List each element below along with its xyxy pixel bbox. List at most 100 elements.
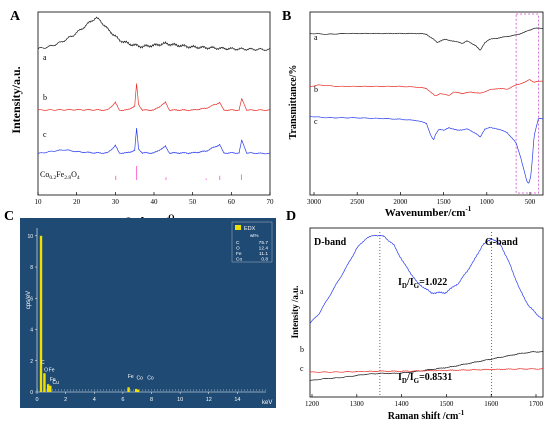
ftir-highlight-box	[515, 13, 539, 194]
legend-rows: C 75.7 O 12.4 Fe 11.1 Co 0.8	[236, 240, 268, 263]
x-tick-label: 50	[189, 198, 197, 206]
panel-b-x-ticks: 3000 2500 2000 1500 1000 500	[307, 192, 536, 206]
panel-letter-d: D	[286, 209, 296, 224]
legend-swatch	[235, 225, 241, 230]
edx-x-tick-label: 6	[121, 397, 124, 403]
ftir-trace-label-a: a	[314, 33, 318, 42]
panel-a-y-axis-label: Intensity/a.u.	[9, 66, 23, 133]
edx-x-tick-label: 14	[234, 397, 240, 403]
panel-d-x-ticks: 1200 1300 1400 1500 1600 1700	[305, 394, 544, 408]
x-tick-label: 60	[228, 198, 236, 206]
panel-d-axes-frame	[309, 227, 544, 398]
xrd-trace-label-a: a	[43, 53, 47, 62]
raman-trace-b	[309, 351, 544, 381]
panel-c-y-axis-label: cps/eV	[26, 291, 32, 309]
panel-b-axes-frame	[309, 11, 544, 196]
edx-x-tick-label: 0	[35, 397, 38, 403]
x-tick-label: 30	[112, 198, 120, 206]
panel-c-composition-legend: EDX wt% C 75.7 O 12.4 Fe 11.1 Co 0.8	[231, 221, 273, 263]
panel-d-x-axis-label: Raman shift /cm-1	[388, 409, 465, 422]
xrd-trace-label-b: b	[43, 93, 47, 102]
legend-value: 11.1	[259, 251, 268, 257]
xrd-trace-b	[37, 83, 271, 112]
raman-trace-label-c: c	[300, 364, 304, 373]
legend-element: C	[236, 240, 240, 246]
panel-b-y-axis-label: Transmittance/%	[288, 65, 299, 140]
edx-peak-label: C	[41, 360, 45, 366]
ratio-label-c: ID/IG=0.8531	[398, 372, 452, 385]
raman-trace-c	[309, 368, 544, 373]
edx-peak	[136, 389, 140, 392]
edx-peak	[134, 388, 138, 392]
x-tick-label: 40	[151, 198, 159, 206]
x-tick-label: 2500	[350, 198, 365, 206]
legend-value: 75.7	[259, 240, 269, 246]
edx-x-tick-label: 4	[93, 397, 96, 403]
d-band-label: D-band	[314, 237, 347, 248]
edx-y-tick-label: 0	[30, 390, 33, 396]
edx-peak	[127, 387, 130, 392]
legend-element: Co	[236, 257, 242, 263]
edx-peak	[39, 235, 43, 392]
edx-peak	[43, 373, 46, 392]
x-tick-label: 1700	[529, 400, 544, 408]
ftir-trace-a	[309, 27, 544, 51]
legend-element: Fe	[236, 251, 242, 257]
x-tick-label: 500	[525, 198, 536, 206]
x-tick-label: 1500	[437, 198, 452, 206]
edx-y-tick-label: 4	[30, 328, 33, 334]
x-tick-label: 70	[267, 198, 275, 206]
x-tick-label: 1200	[305, 400, 320, 408]
ratio-label-a: ID/IG=1.022	[398, 277, 447, 290]
xrd-trace-c	[37, 127, 271, 155]
panel-b-x-axis-label: Wavenumber/cm-1	[385, 205, 472, 219]
x-tick-label: 1600	[484, 400, 499, 408]
raman-trace-a	[309, 234, 544, 324]
edx-x-tick-label: 10	[177, 397, 183, 403]
panel-a-reference-label: Co0.2Fe2.8O4	[40, 170, 80, 181]
panel-a-x-ticks: 10 20 30 40 50 60 70	[35, 192, 275, 206]
x-tick-label: 20	[73, 198, 81, 206]
panel-d-raman: D a b c 1200 1300 1400 1500 1600 1700 Intensity…	[286, 209, 544, 422]
x-tick-label: 3000	[307, 198, 322, 206]
ftir-trace-label-b: b	[314, 85, 318, 94]
panel-d-y-axis-label: Intensity /a.u.	[290, 286, 300, 339]
edx-x-tick-label: 2	[64, 397, 67, 403]
panel-letter-b: B	[282, 9, 291, 24]
legend-unit: wt%	[250, 233, 259, 238]
edx-peak-label: Cu	[52, 380, 59, 386]
raman-trace-label-b: b	[300, 345, 304, 354]
edx-y-tick-label: 10	[27, 234, 33, 240]
xrd-trace-label-c: c	[43, 130, 47, 139]
edx-peak-label: O	[44, 368, 48, 374]
panel-letter-a: A	[10, 9, 21, 24]
edx-peak-label: Co	[136, 376, 143, 382]
edx-peak-label: Fe	[128, 374, 134, 380]
legend-value: 12.4	[259, 246, 269, 252]
edx-y-tick-label: 8	[30, 265, 33, 271]
ftir-trace-b	[309, 79, 544, 97]
x-tick-label: 10	[35, 198, 43, 206]
x-tick-label: 2000	[393, 198, 408, 206]
g-band-label: G-band	[485, 237, 518, 248]
legend-value: 0.8	[261, 257, 268, 263]
edx-peak-label: Co	[147, 376, 154, 382]
xrd-trace-a	[37, 16, 271, 52]
panel-b-ftir: B a b c 3000 2500 2000 1500 1000 500 Transmitta…	[282, 9, 544, 219]
edx-peak	[49, 385, 52, 392]
panel-c-x-axis-label: keV	[262, 400, 272, 406]
edx-y-tick-label: 6	[30, 296, 33, 302]
edx-x-tick-label: 8	[150, 397, 153, 403]
edx-peak	[46, 384, 50, 392]
legend-element: O	[236, 246, 240, 252]
ftir-trace-c	[309, 116, 544, 184]
edx-peak-label: Fe	[50, 377, 56, 383]
edx-x-tick-label: 12	[206, 397, 212, 403]
ftir-trace-label-c: c	[314, 117, 318, 126]
x-tick-label: 1000	[480, 198, 495, 206]
panel-a-plot-area: a b c	[37, 16, 271, 180]
